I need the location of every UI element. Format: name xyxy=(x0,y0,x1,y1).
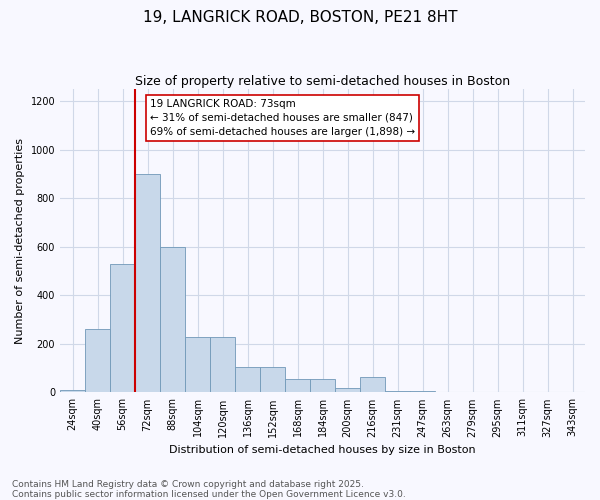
Bar xyxy=(310,379,335,392)
Bar xyxy=(85,330,110,392)
Bar xyxy=(235,367,260,392)
Bar xyxy=(160,247,185,392)
Bar xyxy=(410,391,435,392)
Bar xyxy=(110,264,135,392)
Text: 19, LANGRICK ROAD, BOSTON, PE21 8HT: 19, LANGRICK ROAD, BOSTON, PE21 8HT xyxy=(143,10,457,25)
Bar xyxy=(135,174,160,392)
Bar xyxy=(285,379,310,392)
Bar xyxy=(60,390,85,392)
Text: 19 LANGRICK ROAD: 73sqm
← 31% of semi-detached houses are smaller (847)
69% of s: 19 LANGRICK ROAD: 73sqm ← 31% of semi-de… xyxy=(150,99,415,137)
X-axis label: Distribution of semi-detached houses by size in Boston: Distribution of semi-detached houses by … xyxy=(169,445,476,455)
Bar xyxy=(260,367,285,392)
Y-axis label: Number of semi-detached properties: Number of semi-detached properties xyxy=(15,138,25,344)
Text: Contains HM Land Registry data © Crown copyright and database right 2025.
Contai: Contains HM Land Registry data © Crown c… xyxy=(12,480,406,499)
Bar xyxy=(335,388,360,392)
Title: Size of property relative to semi-detached houses in Boston: Size of property relative to semi-detach… xyxy=(135,75,510,88)
Bar xyxy=(360,376,385,392)
Bar xyxy=(210,336,235,392)
Bar xyxy=(385,391,410,392)
Bar xyxy=(185,336,210,392)
